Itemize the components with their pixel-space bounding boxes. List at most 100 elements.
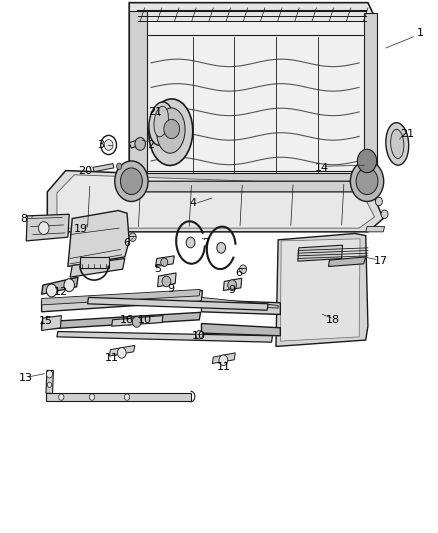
Polygon shape (129, 173, 377, 187)
Circle shape (350, 161, 384, 201)
Text: 1: 1 (417, 28, 424, 38)
Text: 10: 10 (192, 331, 206, 341)
Text: 14: 14 (315, 163, 329, 173)
Text: 3: 3 (97, 140, 104, 150)
Circle shape (219, 355, 228, 366)
Circle shape (135, 138, 145, 150)
Polygon shape (88, 297, 268, 310)
Polygon shape (158, 273, 176, 287)
Polygon shape (145, 21, 364, 176)
Circle shape (115, 161, 148, 201)
Polygon shape (42, 289, 200, 305)
Polygon shape (57, 332, 272, 342)
Polygon shape (46, 393, 191, 401)
Polygon shape (42, 316, 61, 330)
Circle shape (375, 197, 382, 206)
Text: 11: 11 (105, 353, 119, 363)
Circle shape (164, 119, 180, 139)
Circle shape (101, 135, 117, 155)
Polygon shape (42, 277, 78, 294)
Circle shape (39, 222, 49, 235)
Circle shape (228, 280, 237, 290)
Circle shape (59, 394, 64, 400)
Text: 6: 6 (235, 268, 242, 278)
Circle shape (196, 330, 203, 339)
Circle shape (117, 348, 126, 358)
Circle shape (217, 243, 226, 253)
Circle shape (120, 168, 142, 195)
Circle shape (47, 382, 52, 387)
Text: 6: 6 (124, 238, 131, 247)
Circle shape (46, 284, 57, 297)
Text: 5: 5 (154, 264, 161, 274)
Polygon shape (26, 214, 69, 241)
Ellipse shape (149, 102, 173, 146)
Polygon shape (201, 297, 278, 308)
Polygon shape (46, 370, 53, 393)
Polygon shape (129, 11, 147, 173)
Polygon shape (131, 181, 377, 192)
Text: 4: 4 (189, 198, 196, 207)
Circle shape (126, 317, 133, 325)
Polygon shape (129, 140, 139, 148)
Text: 8: 8 (21, 214, 28, 223)
Circle shape (186, 237, 195, 248)
Text: 13: 13 (18, 374, 32, 383)
Text: 17: 17 (374, 256, 388, 266)
Polygon shape (80, 257, 109, 268)
Polygon shape (276, 233, 368, 346)
Text: 16: 16 (120, 315, 134, 325)
Polygon shape (129, 3, 377, 192)
Ellipse shape (386, 123, 409, 165)
Polygon shape (70, 259, 125, 277)
Circle shape (117, 163, 122, 169)
Polygon shape (93, 164, 114, 172)
Circle shape (64, 279, 74, 292)
Circle shape (46, 370, 53, 378)
Circle shape (89, 394, 95, 400)
Polygon shape (112, 316, 163, 326)
Polygon shape (57, 175, 374, 228)
Polygon shape (47, 227, 68, 232)
Text: 21: 21 (400, 130, 414, 139)
Circle shape (129, 233, 136, 241)
Circle shape (162, 276, 171, 287)
Polygon shape (212, 353, 235, 364)
Polygon shape (110, 345, 135, 356)
Polygon shape (280, 239, 360, 341)
Circle shape (124, 394, 130, 400)
Text: 20: 20 (78, 166, 92, 175)
Polygon shape (201, 300, 280, 314)
Circle shape (161, 258, 168, 266)
Polygon shape (155, 256, 174, 266)
Circle shape (381, 210, 388, 219)
Polygon shape (47, 171, 383, 232)
Circle shape (132, 317, 141, 327)
Circle shape (357, 149, 377, 173)
Text: 15: 15 (39, 316, 53, 326)
Text: 12: 12 (54, 287, 68, 297)
Ellipse shape (156, 108, 185, 153)
Text: 10: 10 (138, 315, 152, 325)
Text: 7: 7 (202, 238, 209, 247)
Text: 9: 9 (167, 284, 174, 294)
Circle shape (356, 168, 378, 195)
Circle shape (240, 265, 247, 273)
Polygon shape (366, 227, 385, 232)
Polygon shape (201, 324, 280, 336)
Polygon shape (328, 257, 366, 266)
Polygon shape (298, 245, 343, 261)
Ellipse shape (154, 106, 169, 137)
Text: 19: 19 (74, 224, 88, 234)
Text: 21: 21 (148, 107, 162, 117)
Ellipse shape (149, 99, 193, 165)
Text: 18: 18 (326, 315, 340, 325)
Text: 2: 2 (148, 140, 155, 150)
Polygon shape (42, 312, 201, 329)
Ellipse shape (391, 130, 404, 158)
Text: 9: 9 (229, 286, 236, 295)
Text: 11: 11 (216, 362, 230, 372)
Polygon shape (364, 13, 377, 176)
Polygon shape (223, 278, 242, 290)
Polygon shape (42, 290, 202, 312)
